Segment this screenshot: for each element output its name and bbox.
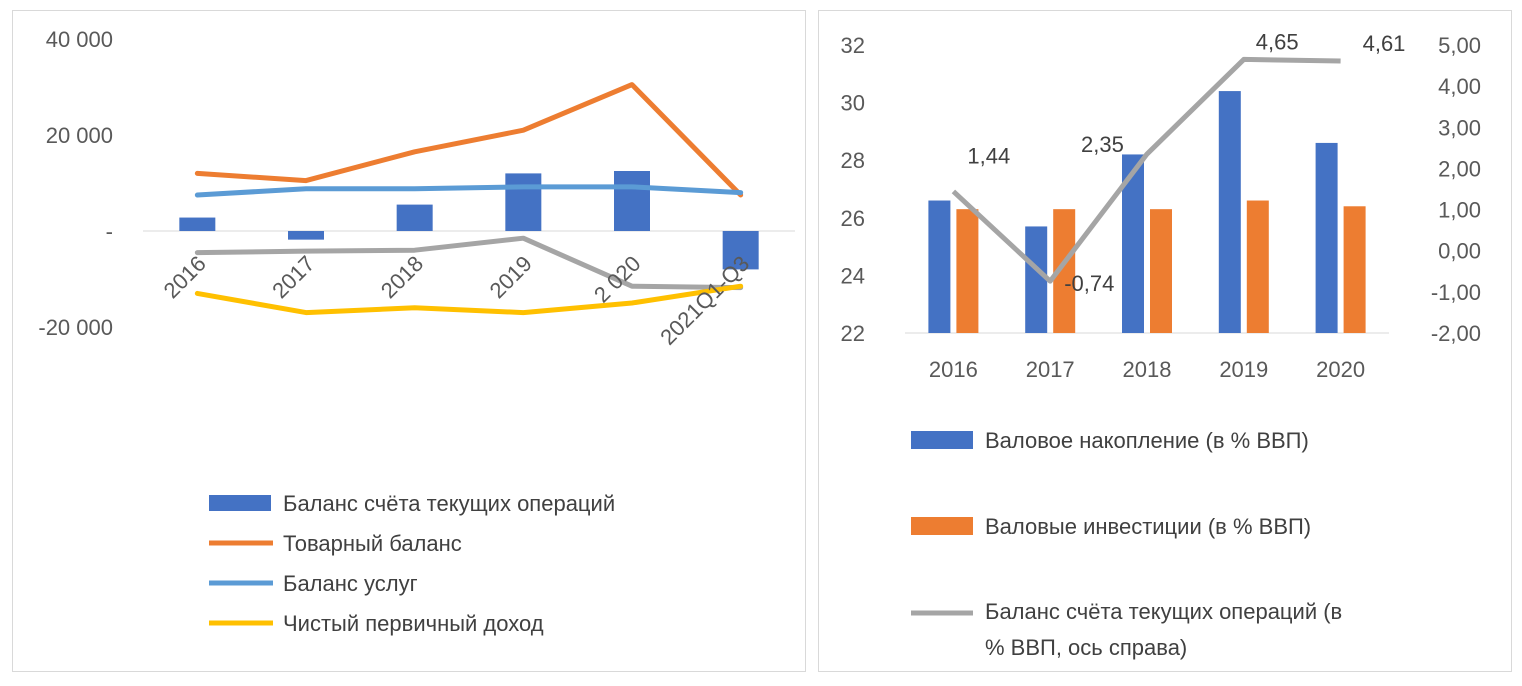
series-line <box>194 283 744 316</box>
bar <box>928 200 951 333</box>
x-tick-label: 2019 <box>1219 357 1268 382</box>
legend-label: Валовое накопление (в % ВВП) <box>985 428 1309 453</box>
series-line <box>194 184 744 198</box>
data-label: 1,44 <box>967 143 1010 168</box>
y2-tick-label: 3,00 <box>1438 115 1481 140</box>
y-tick-label: 40 000 <box>46 27 113 52</box>
bar <box>1122 154 1144 333</box>
legend-label: Баланс услуг <box>283 571 418 596</box>
left-chart-panel: 40 000 20 000- -20 000 2016 2017 2018 2019 2 02… <box>12 10 806 672</box>
bar <box>1343 206 1366 333</box>
bar <box>1246 200 1269 333</box>
x-tick-label: 2016 <box>929 357 978 382</box>
data-label: -0,74 <box>1064 271 1114 296</box>
y2-tick-label: 5,00 <box>1438 33 1481 58</box>
x-tick-label: 2017 <box>1026 357 1075 382</box>
y-tick-label: -20 000 <box>38 315 113 340</box>
legend-label: Баланс счёта текущих операций (в <box>985 599 1342 624</box>
x-tick-label: 2019 <box>485 251 537 303</box>
y2-tick-label: -1,00 <box>1431 280 1481 305</box>
data-label: 4,65 <box>1256 29 1299 54</box>
y2-tick-label: 4,00 <box>1438 74 1481 99</box>
y-tick-label: 26 <box>841 206 865 231</box>
y-tick-label: 20 000 <box>46 123 113 148</box>
y-tick-label: 22 <box>841 321 865 346</box>
x-tick-label: 2020 <box>1316 357 1365 382</box>
bar <box>288 231 324 240</box>
legend-swatch <box>911 517 973 535</box>
legend-label: Баланс счёта текущих операций <box>283 491 615 516</box>
bar <box>956 209 979 333</box>
bar <box>396 204 433 231</box>
bar <box>1218 91 1241 333</box>
legend-label: % ВВП, ось справа) <box>985 635 1187 660</box>
legend-label: Валовые инвестиции (в % ВВП) <box>985 514 1311 539</box>
bar <box>614 171 650 231</box>
data-label: 4,61 <box>1363 31 1406 56</box>
y-tick-label: 30 <box>841 91 865 116</box>
legend-label: Чистый первичный доход <box>283 611 544 636</box>
legend-swatch <box>209 495 271 511</box>
series-line <box>194 82 744 198</box>
y2-tick-label: 0,00 <box>1438 239 1481 264</box>
x-tick-label: 2017 <box>267 251 319 303</box>
bar <box>505 173 542 231</box>
bar <box>1315 142 1338 333</box>
y2-tick-label: 2,00 <box>1438 156 1481 181</box>
series-line <box>951 56 1341 284</box>
bar <box>1025 226 1048 333</box>
x-tick-label: 2018 <box>376 251 428 303</box>
series-line <box>194 235 744 291</box>
y-tick-label: 24 <box>841 263 865 288</box>
bar <box>179 217 216 231</box>
right-chart: 32 30 28 26 24 22 5,00 4,00 3,00 2,00 1,00 0,00 -1,0… <box>841 29 1481 660</box>
y-tick-label: 32 <box>841 33 865 58</box>
legend-label: Товарный баланс <box>283 531 462 556</box>
data-label: 2,35 <box>1081 132 1124 157</box>
y-tick-label: - <box>106 219 113 244</box>
y2-tick-label: -2,00 <box>1431 321 1481 346</box>
bar <box>1150 209 1172 333</box>
y2-tick-label: 1,00 <box>1438 198 1481 223</box>
right-chart-panel: 32 30 28 26 24 22 5,00 4,00 3,00 2,00 1,00 0,00 -1,0… <box>818 10 1512 672</box>
legend-swatch <box>911 431 973 449</box>
x-tick-label: 2 020 <box>589 251 646 308</box>
x-tick-label: 2018 <box>1123 357 1172 382</box>
y-tick-label: 28 <box>841 148 865 173</box>
bar <box>1053 209 1076 333</box>
bar <box>722 231 759 270</box>
x-tick-label: 2021Q1-Q3 <box>655 251 754 350</box>
